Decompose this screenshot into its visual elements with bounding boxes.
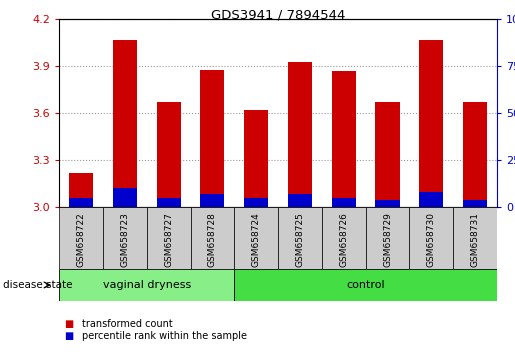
Bar: [244, 198, 268, 207]
Bar: [234, 207, 278, 269]
Text: control: control: [346, 280, 385, 290]
Text: GDS3941 / 7894544: GDS3941 / 7894544: [211, 9, 345, 22]
Bar: [200, 69, 225, 207]
Bar: [332, 71, 356, 207]
Bar: [157, 102, 181, 207]
Text: GSM658728: GSM658728: [208, 212, 217, 267]
Bar: [375, 102, 400, 207]
Text: ■: ■: [64, 319, 74, 329]
Bar: [288, 194, 312, 207]
Bar: [463, 102, 487, 207]
Text: GSM658722: GSM658722: [77, 212, 85, 267]
Bar: [332, 198, 356, 207]
Bar: [147, 207, 191, 269]
Text: GSM658727: GSM658727: [164, 212, 173, 267]
Text: ■: ■: [64, 331, 74, 341]
Bar: [419, 40, 443, 207]
Text: GSM658724: GSM658724: [252, 212, 261, 267]
Bar: [234, 269, 497, 301]
Bar: [113, 188, 137, 207]
Bar: [191, 207, 234, 269]
Bar: [59, 269, 234, 301]
Bar: [375, 200, 400, 207]
Text: disease state: disease state: [3, 280, 72, 290]
Bar: [288, 62, 312, 207]
Text: transformed count: transformed count: [82, 319, 173, 329]
Text: GSM658723: GSM658723: [121, 212, 129, 267]
Bar: [200, 194, 225, 207]
Bar: [366, 207, 409, 269]
Bar: [69, 198, 93, 207]
Bar: [322, 207, 366, 269]
Text: GSM658729: GSM658729: [383, 212, 392, 267]
Bar: [103, 207, 147, 269]
Text: GSM658726: GSM658726: [339, 212, 348, 267]
Bar: [157, 198, 181, 207]
Bar: [113, 40, 137, 207]
Text: GSM658731: GSM658731: [471, 212, 479, 267]
Text: percentile rank within the sample: percentile rank within the sample: [82, 331, 247, 341]
Bar: [244, 110, 268, 207]
Bar: [409, 207, 453, 269]
Bar: [278, 207, 322, 269]
Bar: [419, 192, 443, 207]
Bar: [463, 200, 487, 207]
Text: vaginal dryness: vaginal dryness: [102, 280, 191, 290]
Bar: [69, 173, 93, 207]
Text: GSM658725: GSM658725: [296, 212, 304, 267]
Bar: [453, 207, 497, 269]
Text: GSM658730: GSM658730: [427, 212, 436, 267]
Bar: [59, 207, 103, 269]
